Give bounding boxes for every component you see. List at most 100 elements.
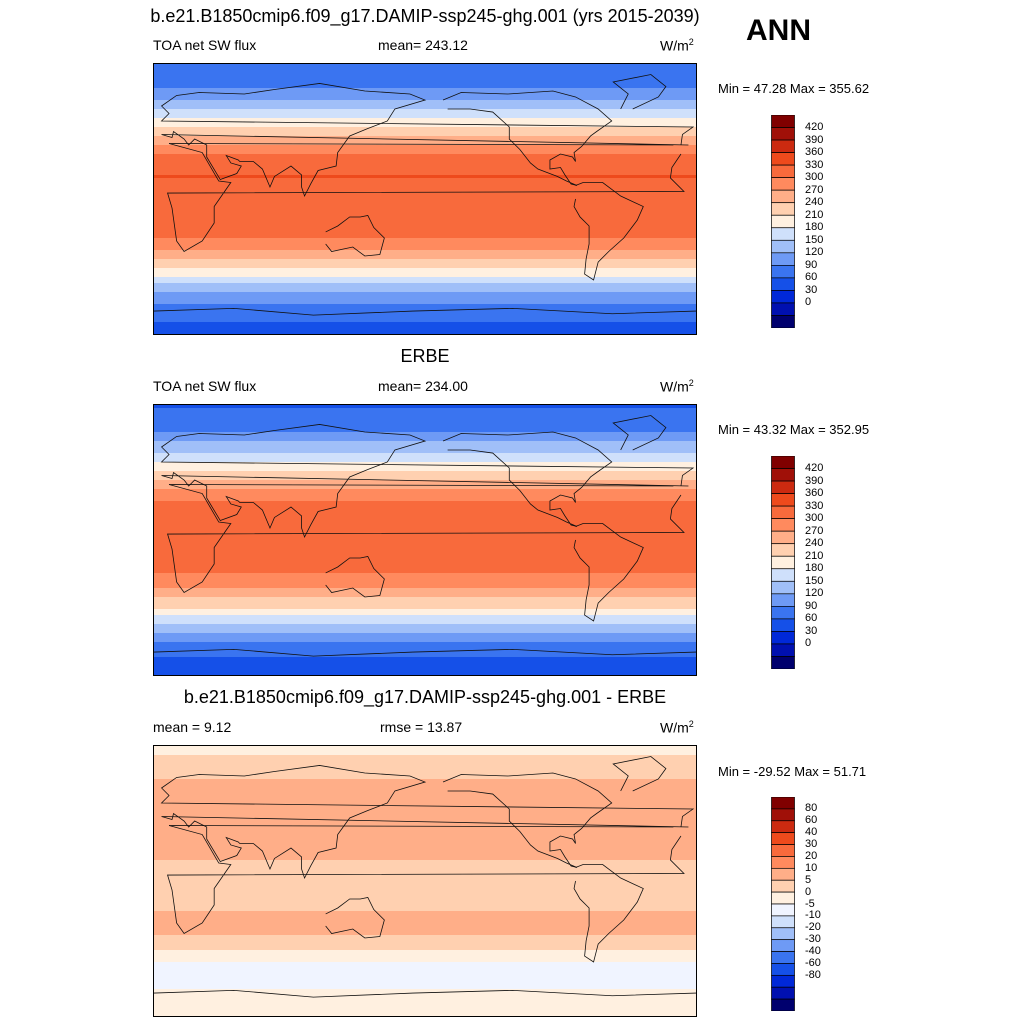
colorbar-bin bbox=[771, 656, 795, 669]
panel-1-title: b.e21.B1850cmip6.f09_g17.DAMIP-ssp245-gh… bbox=[150, 6, 700, 26]
map-lat-band bbox=[154, 642, 696, 646]
coastline bbox=[612, 415, 667, 451]
map-lat-band bbox=[154, 609, 696, 613]
coastline bbox=[325, 897, 385, 939]
map-lat-band bbox=[154, 986, 696, 990]
map-lat-band bbox=[154, 483, 696, 487]
map-lat-band bbox=[154, 519, 696, 523]
coastline bbox=[160, 424, 695, 539]
coastline bbox=[612, 756, 667, 792]
map-lat-band bbox=[154, 672, 696, 675]
colorbar-tick-label: -5 bbox=[805, 897, 815, 910]
map-lat-band bbox=[154, 953, 696, 957]
map-lat-band bbox=[154, 633, 696, 637]
map-lat-band bbox=[154, 950, 696, 954]
colorbar-tick-label: 210 bbox=[805, 208, 824, 221]
colorbar-tick-label: -20 bbox=[805, 921, 821, 934]
colorbar-tick-label: 240 bbox=[805, 196, 824, 209]
coastline-antarctica bbox=[154, 648, 696, 657]
map-lat-band bbox=[154, 139, 696, 143]
panel-3-minmax: Min = -29.52 Max = 51.71 bbox=[718, 764, 867, 779]
map-lat-band bbox=[154, 214, 696, 218]
map-lat-band bbox=[154, 959, 696, 963]
map-lat-band bbox=[154, 887, 696, 891]
colorbar-tick-label: 300 bbox=[805, 512, 824, 525]
map-lat-band bbox=[154, 1007, 696, 1011]
coastline bbox=[573, 523, 644, 622]
colorbar-bin bbox=[771, 879, 795, 893]
map-lat-band bbox=[154, 175, 696, 179]
panel-2-map bbox=[153, 404, 697, 676]
map-lat-band bbox=[154, 193, 696, 197]
map-lat-band bbox=[154, 495, 696, 499]
map-lat-band bbox=[154, 929, 696, 933]
map-lat-band bbox=[154, 328, 696, 332]
map-lat-band bbox=[154, 902, 696, 906]
panel-1-minmax: Min = 47.28 Max = 355.62 bbox=[718, 81, 870, 96]
colorbar-bin bbox=[771, 164, 795, 178]
map-lat-band bbox=[154, 235, 696, 239]
map-lat-band bbox=[154, 860, 696, 864]
map-lat-band bbox=[154, 253, 696, 257]
map-lat-band bbox=[154, 148, 696, 152]
colorbar-tick-label: 150 bbox=[805, 574, 824, 587]
map-lat-band bbox=[154, 289, 696, 293]
map-lat-band bbox=[154, 241, 696, 245]
map-lat-band bbox=[154, 154, 696, 158]
map-lat-band bbox=[154, 459, 696, 463]
map-lat-band bbox=[154, 229, 696, 233]
map-lat-band bbox=[154, 411, 696, 415]
colorbar-tick-label: 360 bbox=[805, 487, 824, 500]
map-lat-band bbox=[154, 848, 696, 852]
map-lat-band bbox=[154, 980, 696, 984]
map-lat-band bbox=[154, 965, 696, 969]
map-lat-band bbox=[154, 770, 696, 774]
map-lat-band bbox=[154, 465, 696, 469]
map-lat-band bbox=[154, 821, 696, 825]
map-lat-band bbox=[154, 836, 696, 840]
colorbar-tick-label: -80 bbox=[805, 968, 821, 981]
map-lat-band bbox=[154, 866, 696, 870]
coastline bbox=[573, 864, 644, 963]
map-lat-band bbox=[154, 429, 696, 433]
map-lat-band bbox=[154, 926, 696, 930]
colorbar-tick-label: 150 bbox=[805, 233, 824, 246]
colorbar-tick-label: 330 bbox=[805, 158, 824, 171]
map-lat-band bbox=[154, 779, 696, 783]
map-lat-band bbox=[154, 531, 696, 535]
map-lat-band bbox=[154, 908, 696, 912]
map-lat-band bbox=[154, 226, 696, 230]
coastline-antarctica bbox=[154, 307, 696, 316]
map-lat-band bbox=[154, 325, 696, 329]
panel-2-colorbar: 420 390 360 330 300 270 240 210 180 150 120 90 60 30 0 bbox=[771, 456, 823, 669]
map-lat-band bbox=[154, 115, 696, 119]
map-lat-band bbox=[154, 791, 696, 795]
colorbar-bin bbox=[771, 480, 795, 494]
colorbar-bin bbox=[771, 139, 795, 153]
map-lat-band bbox=[154, 875, 696, 879]
map-lat-band bbox=[154, 322, 696, 326]
map-lat-band bbox=[154, 561, 696, 565]
colorbar-tick-label: 120 bbox=[805, 246, 824, 259]
map-lat-band bbox=[154, 489, 696, 493]
colorbar-bin bbox=[771, 808, 795, 822]
panel-2-variable-label: TOA net SW flux bbox=[153, 378, 257, 394]
map-lat-band bbox=[154, 172, 696, 176]
map-lat-band bbox=[154, 103, 696, 107]
map-lat-band bbox=[154, 525, 696, 529]
map-lat-band bbox=[154, 815, 696, 819]
map-lat-band bbox=[154, 319, 696, 323]
panel-3-title: b.e21.B1850cmip6.f09_g17.DAMIP-ssp245-gh… bbox=[183, 687, 667, 707]
map-lat-band bbox=[154, 181, 696, 185]
map-lat-band bbox=[154, 660, 696, 664]
map-lat-band bbox=[154, 405, 696, 409]
map-lat-band bbox=[154, 1004, 696, 1008]
map-lat-band bbox=[154, 232, 696, 236]
map-lat-band bbox=[154, 417, 696, 421]
map-lat-band bbox=[154, 752, 696, 756]
map-lat-band bbox=[154, 962, 696, 966]
colorbar-bin bbox=[771, 127, 795, 141]
map-lat-band bbox=[154, 157, 696, 161]
map-lat-band bbox=[154, 522, 696, 526]
colorbar-tick-label: 240 bbox=[805, 537, 824, 550]
